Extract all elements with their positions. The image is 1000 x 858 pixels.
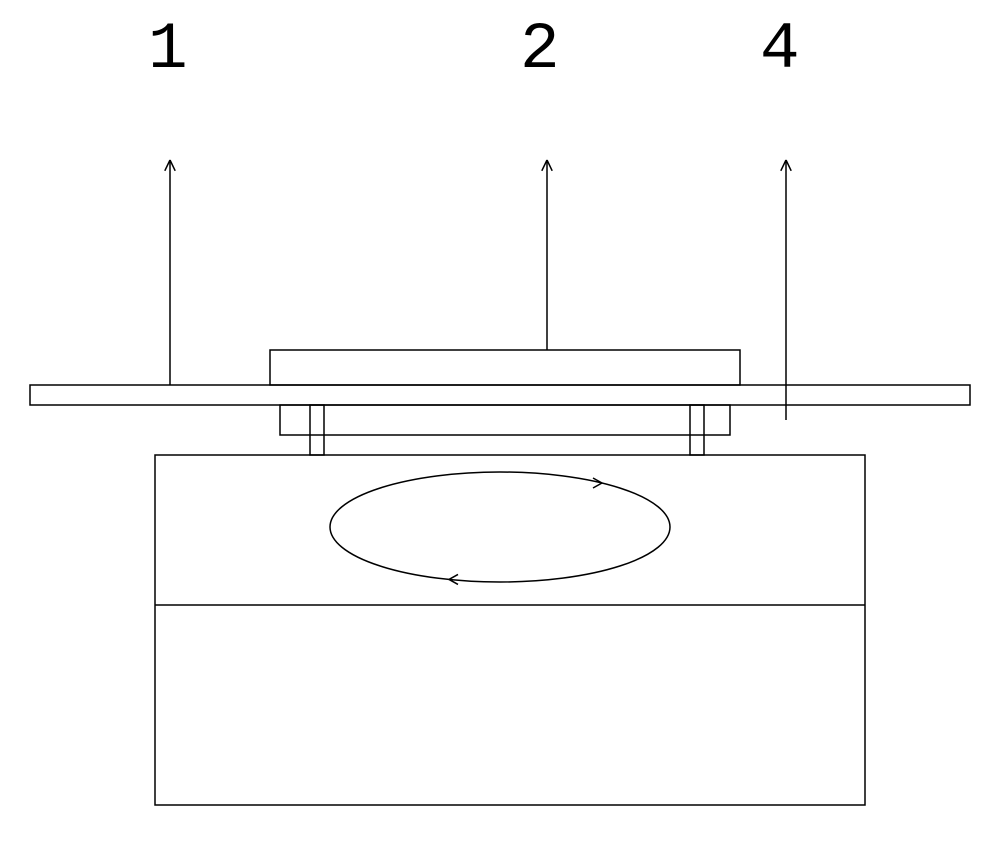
- callout-label-2: 2: [520, 12, 558, 87]
- diagram-svg: [0, 0, 1000, 853]
- callout-label-1: 1: [148, 12, 186, 87]
- technical-diagram: 1 2 4: [0, 0, 1000, 853]
- callout-label-4: 4: [760, 12, 798, 87]
